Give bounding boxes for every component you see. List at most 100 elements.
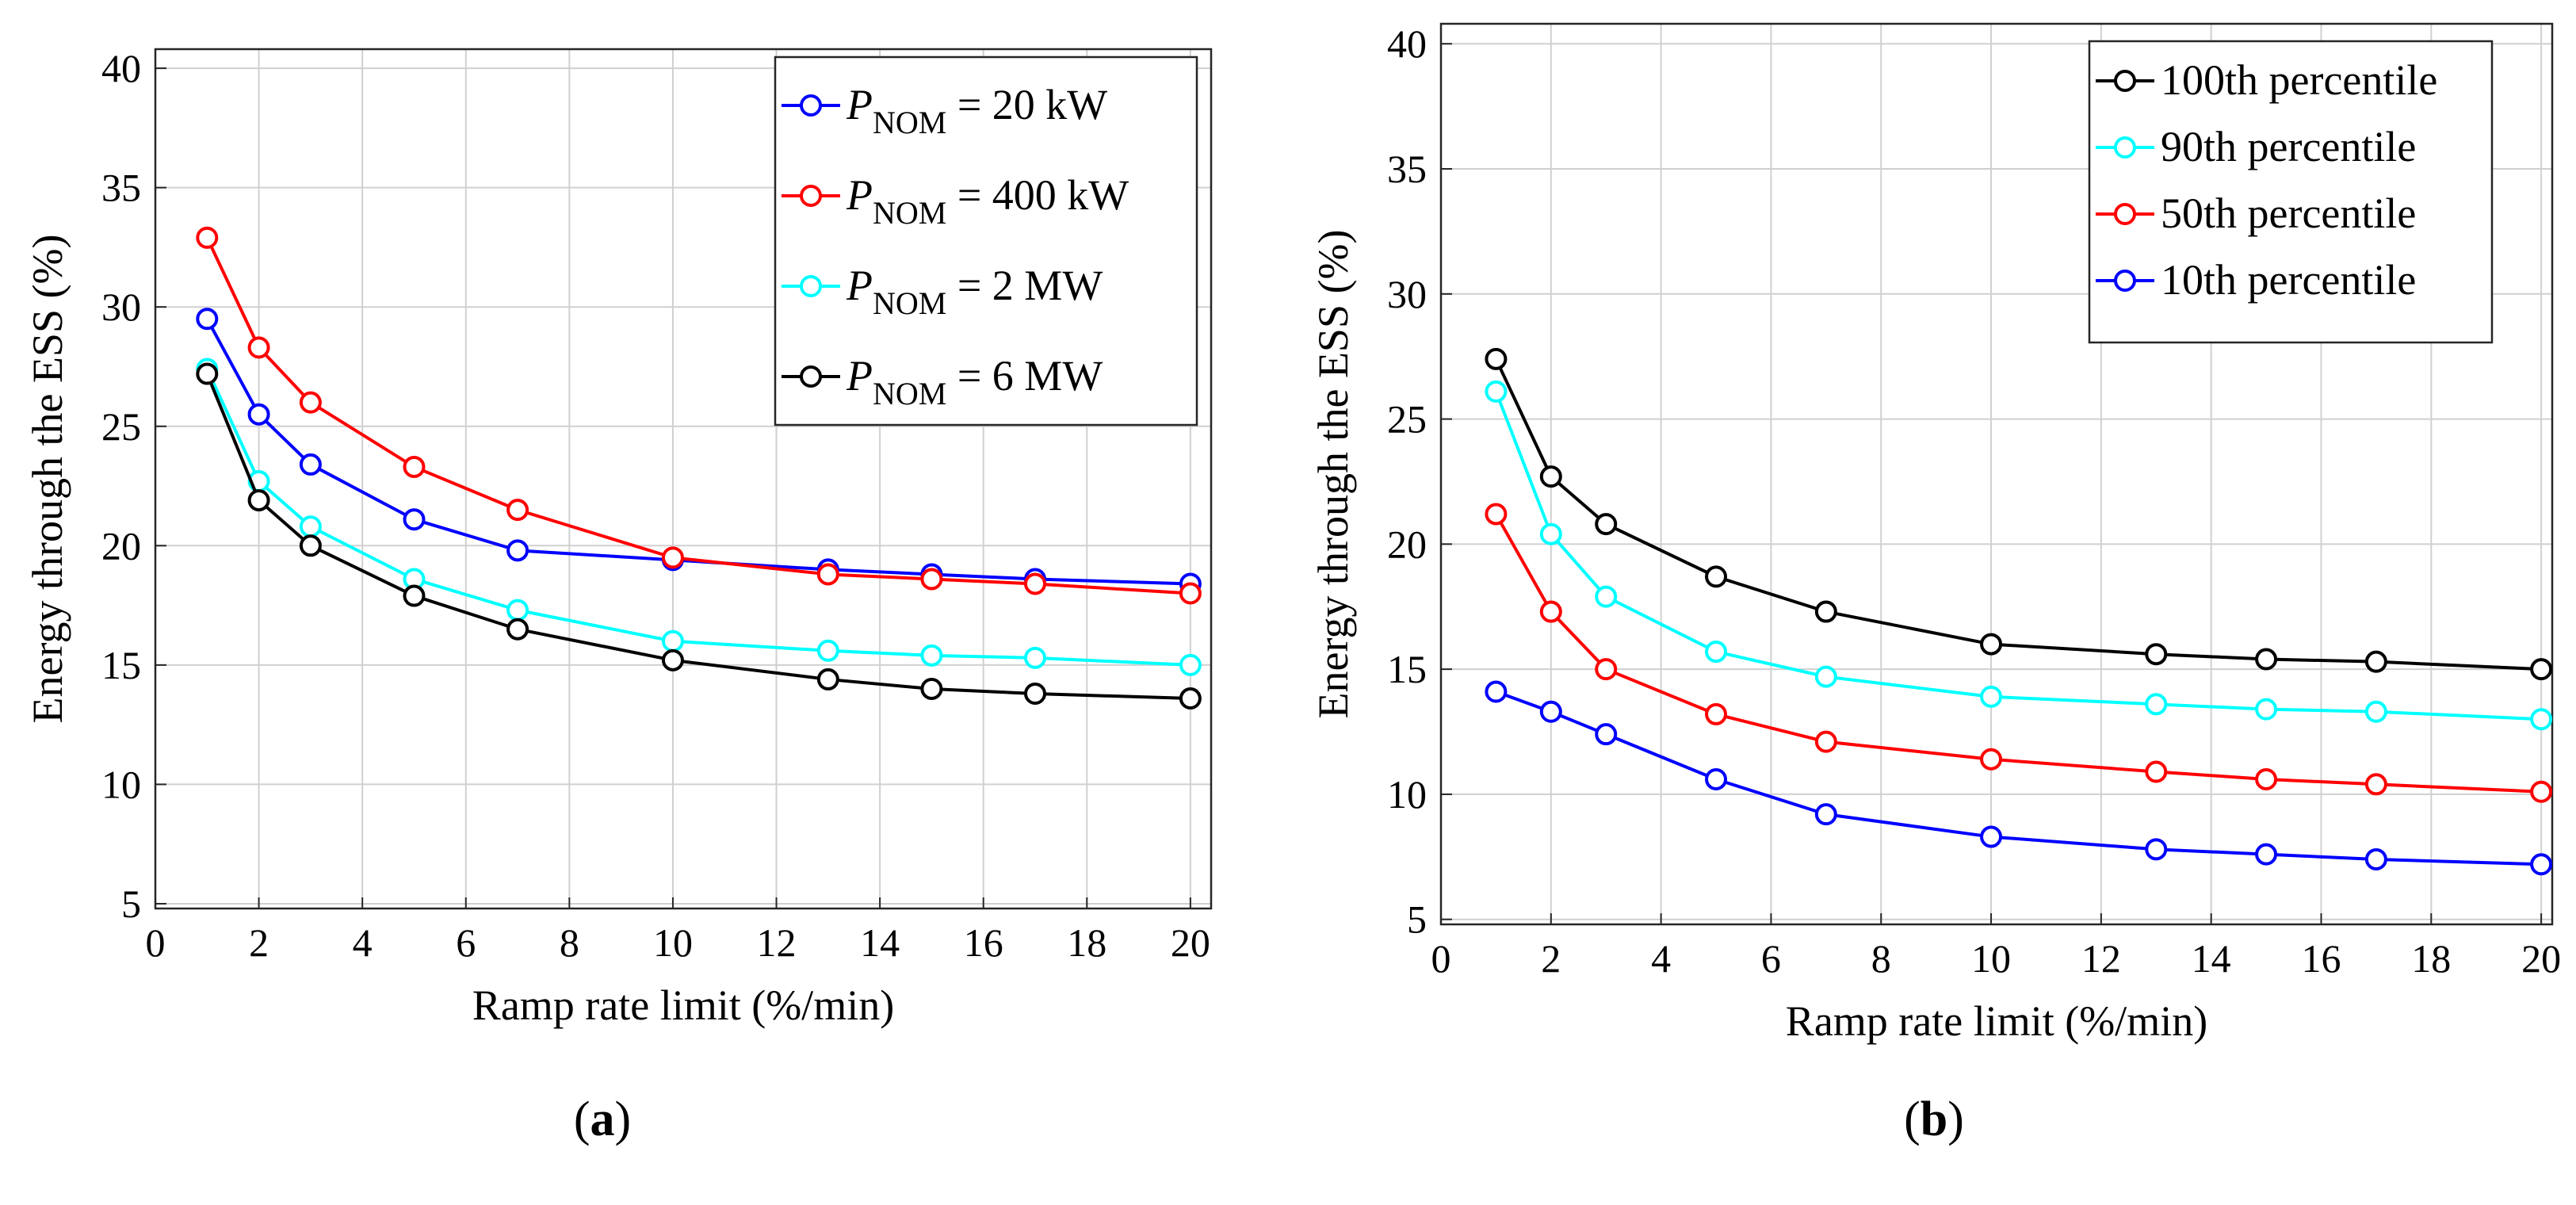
- data-point: [920, 644, 943, 667]
- data-point: [1179, 687, 1202, 710]
- data-point: [196, 226, 219, 249]
- data-point: [247, 336, 270, 359]
- series-4: [1485, 680, 2553, 876]
- y-tick-label: 5: [121, 882, 141, 926]
- panel-label: (a): [574, 1092, 631, 1146]
- legend-entry: PNOM = 400 kW: [846, 171, 1129, 231]
- x-axis-label: Ramp rate limit (%/min): [472, 981, 894, 1029]
- data-point: [299, 391, 322, 414]
- data-point: [506, 499, 529, 522]
- y-tick-label: 10: [1387, 772, 1427, 817]
- y-tick-label: 5: [1407, 897, 1427, 942]
- chart-panel-b: 0 2 4 6 8 10 12 14 16 18 20 5 10 15 20 25 30 35 40 Ramp rat…: [1309, 21, 2561, 1146]
- x-tick-label: 12: [757, 920, 797, 965]
- legend-marker: [800, 275, 822, 297]
- series-line: [205, 318, 1191, 586]
- data-point: [1024, 683, 1046, 705]
- y-axis-label: Energy through the ESS (%): [1309, 230, 1357, 719]
- legend-box: [2088, 40, 2494, 344]
- y-tick-label: 30: [101, 285, 141, 329]
- legend: PNOM = 20 kW PNOM = 400 kW PNOM = 2 MW PNOM…: [774, 55, 1198, 427]
- legend-marker: [2114, 70, 2136, 92]
- x-tick-label: 8: [1871, 936, 1891, 981]
- legend: 100th percentile 90th percentile 50th perc…: [2088, 40, 2494, 344]
- data-point: [1539, 600, 1562, 623]
- data-point: [2364, 650, 2387, 673]
- x-tick-label: 18: [2411, 936, 2451, 981]
- data-point: [1179, 653, 1202, 676]
- data-point: [1024, 572, 1046, 595]
- series-line: [1494, 391, 2542, 721]
- data-point: [920, 568, 943, 591]
- data-point: [1539, 465, 1562, 488]
- data-point: [1705, 702, 1728, 725]
- data-point: [506, 539, 529, 562]
- legend-marker: [800, 94, 822, 117]
- panel-label: (b): [1904, 1092, 1964, 1146]
- data-point: [2145, 760, 2168, 783]
- x-tick-label: 6: [1761, 936, 1781, 981]
- x-tick-label: 2: [1541, 936, 1561, 981]
- x-tick-label: 2: [249, 920, 269, 965]
- y-tick-label: 40: [101, 46, 141, 90]
- series-line: [205, 373, 1191, 701]
- x-tick-label: 8: [560, 920, 579, 965]
- data-point: [1595, 723, 1618, 746]
- data-point: [1814, 600, 1837, 623]
- x-tick-label: 4: [353, 920, 373, 965]
- legend-marker: [800, 365, 822, 388]
- series-1: [1485, 347, 2553, 681]
- x-tick-label: 16: [2301, 936, 2341, 981]
- data-point: [1980, 685, 2003, 708]
- data-point: [2255, 767, 2278, 790]
- data-point: [1980, 633, 2003, 656]
- data-point: [196, 362, 219, 385]
- data-point: [2145, 643, 2168, 666]
- data-point: [816, 563, 839, 586]
- y-tick-label: 25: [101, 404, 141, 449]
- data-point: [299, 515, 322, 538]
- x-tick-label: 4: [1651, 936, 1671, 981]
- data-point: [1485, 503, 1508, 526]
- x-tick-label: 12: [2081, 936, 2121, 981]
- plot-area-frame: [154, 48, 1213, 910]
- x-tick-label: 20: [2521, 936, 2561, 981]
- data-point: [247, 403, 270, 426]
- legend-entry: PNOM = 20 kW: [846, 81, 1107, 140]
- data-point: [247, 489, 270, 512]
- data-point: [299, 453, 322, 476]
- data-point: [661, 648, 684, 671]
- legend-entry: PNOM = 2 MW: [846, 262, 1103, 321]
- y-axis-label: Energy through the ESS (%): [24, 235, 71, 724]
- data-point: [1980, 825, 2003, 848]
- legend-entry: 50th percentile: [2161, 189, 2416, 237]
- data-point: [2145, 693, 2168, 716]
- legend-marker: [2114, 203, 2136, 225]
- data-point: [2364, 700, 2387, 723]
- data-point: [403, 455, 426, 478]
- legend-entry: 10th percentile: [2161, 256, 2416, 304]
- data-point: [1814, 730, 1837, 753]
- legend-box: [774, 55, 1198, 427]
- legend-entry: PNOM = 6 MW: [846, 352, 1103, 411]
- y-tick-label: 30: [1387, 272, 1427, 316]
- data-point: [1024, 646, 1046, 669]
- data-point: [2530, 853, 2553, 876]
- data-point: [661, 546, 684, 569]
- data-point: [1539, 700, 1562, 723]
- plot-area-frame: [1439, 22, 2554, 926]
- series-line: [205, 368, 1191, 667]
- data-point: [1595, 658, 1618, 681]
- x-tick-label: 10: [1971, 936, 2011, 981]
- x-tick-label: 0: [1431, 936, 1451, 981]
- data-point: [2530, 780, 2553, 803]
- data-point: [920, 677, 943, 700]
- data-point: [506, 599, 529, 622]
- legend-entry: 100th percentile: [2161, 56, 2437, 104]
- x-tick-label: 10: [653, 920, 693, 965]
- data-point: [506, 618, 529, 641]
- series-line: [1494, 358, 2542, 671]
- y-tick-label: 15: [1387, 647, 1427, 691]
- x-tick-label: 20: [1171, 920, 1210, 965]
